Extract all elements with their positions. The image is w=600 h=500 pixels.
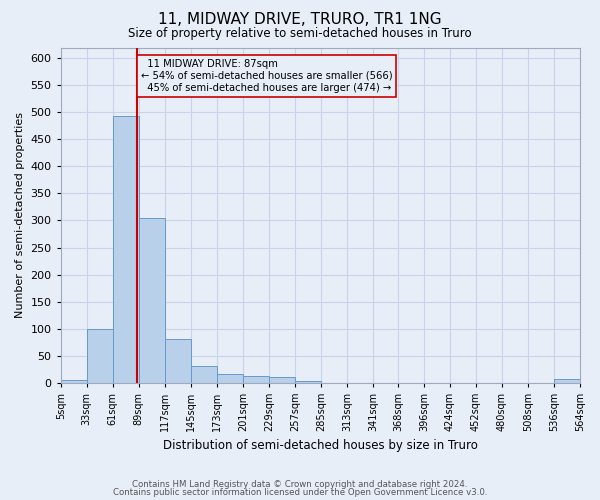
Bar	[87, 328, 113, 382]
Text: 11, MIDWAY DRIVE, TRURO, TR1 1NG: 11, MIDWAY DRIVE, TRURO, TR1 1NG	[158, 12, 442, 28]
Bar	[139, 218, 165, 382]
Text: Contains HM Land Registry data © Crown copyright and database right 2024.: Contains HM Land Registry data © Crown c…	[132, 480, 468, 489]
Bar	[217, 374, 243, 382]
Bar	[191, 366, 217, 382]
Text: 11 MIDWAY DRIVE: 87sqm
← 54% of semi-detached houses are smaller (566)
  45% of : 11 MIDWAY DRIVE: 87sqm ← 54% of semi-det…	[140, 60, 392, 92]
Text: Contains public sector information licensed under the Open Government Licence v3: Contains public sector information licen…	[113, 488, 487, 497]
Bar	[243, 376, 269, 382]
Bar	[113, 116, 139, 382]
Y-axis label: Number of semi-detached properties: Number of semi-detached properties	[15, 112, 25, 318]
Bar	[165, 340, 191, 382]
Bar	[295, 381, 321, 382]
X-axis label: Distribution of semi-detached houses by size in Truro: Distribution of semi-detached houses by …	[163, 440, 478, 452]
Bar	[61, 380, 87, 382]
Text: Size of property relative to semi-detached houses in Truro: Size of property relative to semi-detach…	[128, 28, 472, 40]
Bar	[554, 379, 580, 382]
Bar	[269, 377, 295, 382]
